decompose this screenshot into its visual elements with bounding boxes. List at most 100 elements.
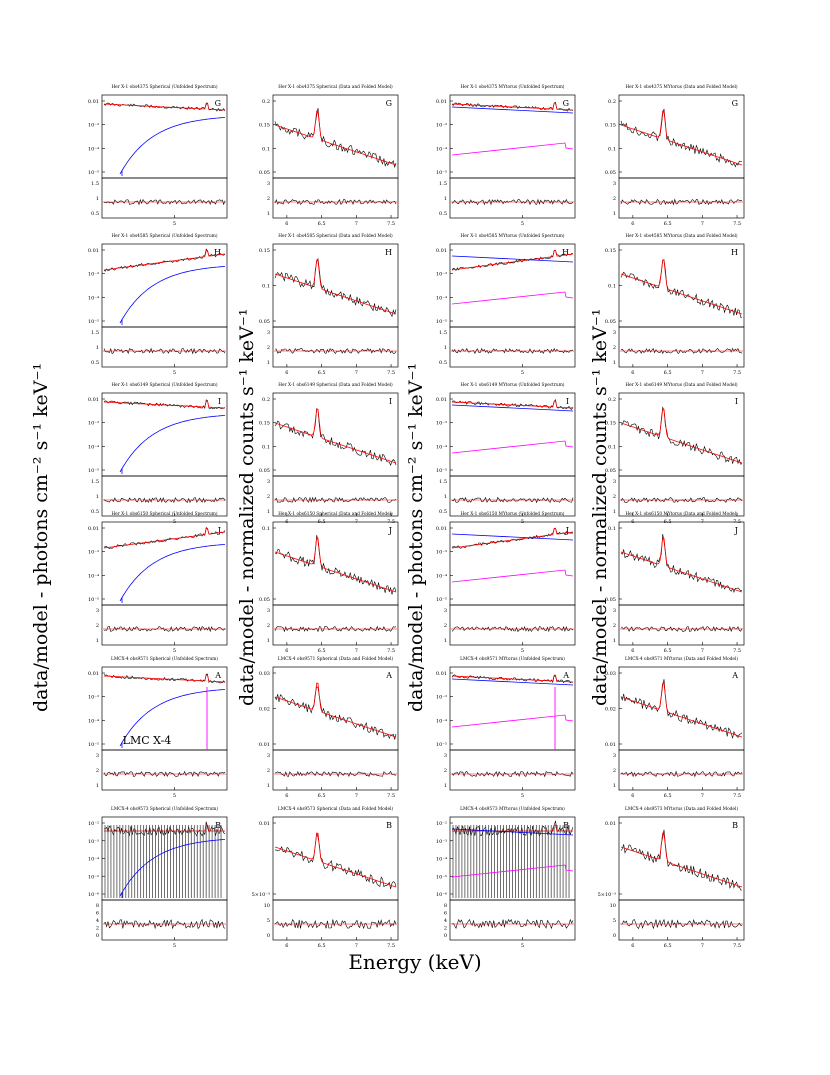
torus-scatter — [451, 828, 574, 836]
residual-tick-label: 0 — [613, 933, 616, 939]
y-tick-label: 10⁻⁶ — [436, 892, 447, 898]
torus-scatter — [451, 106, 574, 114]
panel-title: LMCX-4 obs9571 MYtorus (Data and Folded … — [625, 657, 738, 662]
panel-letter: H — [731, 248, 738, 257]
x-tick-label: 7 — [701, 648, 704, 654]
x-tick-label: 7.5 — [387, 793, 395, 799]
y-tick-label: 0.05 — [605, 468, 616, 474]
source-label: LMC X-4 — [123, 734, 172, 747]
residual-tick-label: 1 — [267, 638, 270, 644]
y-tick-label: 10⁻³ — [436, 421, 447, 427]
residual-tick-label: 0.5 — [91, 211, 99, 217]
y-tick-label: 10⁻⁴ — [436, 573, 447, 579]
y-tick-label: 0.05 — [605, 319, 616, 325]
residual-tick-label: 2 — [444, 768, 447, 774]
y-tick-label: 10⁻² — [436, 821, 447, 827]
residual-tick-label: 2 — [613, 345, 616, 351]
residual-series — [451, 626, 574, 633]
residual-tick-label: 1 — [444, 196, 447, 202]
scatter-component — [119, 117, 226, 175]
residual-tick-label: 1 — [267, 509, 270, 515]
y-tick-label: 0.01 — [88, 526, 99, 532]
data-series — [103, 526, 226, 549]
y-tick-label: 0.05 — [605, 597, 616, 603]
x-tick-label: 7 — [355, 793, 358, 799]
torus-scatter — [451, 255, 574, 263]
x-tick-label: 7 — [701, 370, 704, 376]
scatter-component — [119, 839, 226, 897]
y-tick-label: 0.01 — [605, 821, 616, 827]
residual-frame — [618, 899, 745, 941]
y-tick-label: 5×10⁻³ — [598, 892, 616, 898]
x-tick-label: 6 — [631, 370, 634, 376]
x-tick-label: 6.5 — [664, 793, 672, 799]
residual-tick-label: 8 — [444, 903, 447, 909]
residual-frame — [618, 326, 745, 368]
panel-J-3: Her X-1 obs6150 MYtorus (Unfolded Spectr… — [436, 512, 576, 654]
panel-letter: I — [566, 397, 569, 406]
panel-letter: B — [732, 821, 738, 830]
residual-tick-label: 0 — [267, 933, 270, 939]
residual-tick-label: 2 — [267, 196, 270, 202]
residual-tick-label: 0 — [444, 933, 447, 939]
residual-tick-label: 0.5 — [439, 360, 447, 366]
residual-tick-label: 10 — [610, 903, 616, 909]
y-tick-label: 0.1 — [608, 284, 616, 290]
panel-letter: G — [215, 99, 221, 108]
panel-title: Her X-1 obs6150 Spherical (Data and Fold… — [278, 512, 393, 517]
y-tick-label: 10⁻⁴ — [436, 295, 447, 301]
panel-B-2: LMCX-4 obs9573 Spherical (Data and Folde… — [252, 807, 399, 949]
y-tick-label: 0.02 — [259, 707, 270, 713]
residual-series — [103, 497, 226, 504]
y-tick-label: 10⁻⁵ — [88, 468, 99, 474]
y-tick-label: 0.1 — [262, 146, 270, 152]
residual-tick-label: 8 — [96, 903, 99, 909]
panel-title: Her X-1 obs4585 MYtorus (Data and Folded… — [625, 234, 738, 239]
model-series — [451, 527, 574, 549]
panel-title: Her X-1 obs4375 Spherical (Unfolded Spec… — [111, 85, 217, 90]
panel-title: Her X-1 obs4585 Spherical (Data and Fold… — [278, 234, 393, 239]
residual-frame — [272, 749, 399, 791]
x-tick-label: 7 — [355, 221, 358, 227]
residual-series — [451, 918, 574, 930]
torus-scatter — [451, 533, 574, 541]
y-tick-label: 0.2 — [608, 99, 616, 105]
x-tick-label: 6.5 — [318, 943, 326, 949]
y-tick-label: 10⁻³ — [88, 695, 99, 701]
model-series — [274, 832, 397, 888]
main-frame — [618, 816, 745, 901]
residual-frame — [101, 177, 228, 219]
y-tick-label: 10⁻³ — [88, 839, 99, 845]
panel-H-1: Her X-1 obs4585 Spherical (Unfolded Spec… — [88, 234, 228, 376]
panel-title: LMCX-4 obs9571 MYtorus (Unfolded Spectru… — [460, 657, 565, 662]
y-tick-label: 0.15 — [605, 123, 616, 129]
residual-tick-label: 1 — [96, 783, 99, 789]
y-tick-label: 0.01 — [436, 526, 447, 532]
residual-frame — [272, 475, 399, 517]
panel-H-4: Her X-1 obs4585 MYtorus (Data and Folded… — [605, 234, 745, 376]
x-tick-label: 6.5 — [664, 370, 672, 376]
panel-G-4: Her X-1 obs4375 MYtorus (Data and Folded… — [605, 85, 745, 227]
residual-tick-label: 1 — [613, 360, 616, 366]
y-tick-label: 10⁻⁵ — [88, 597, 99, 603]
x-tick-label: 7.5 — [733, 370, 741, 376]
model-series — [451, 249, 574, 271]
panel-title: Her X-1 obs6150 Spherical (Unfolded Spec… — [111, 512, 217, 517]
scatter-component — [119, 544, 226, 602]
y-tick-label: 0.01 — [436, 99, 447, 105]
residual-tick-label: 3 — [267, 330, 270, 336]
panel-I-4: Her X-1 obs6149 MYtorus (Data and Folded… — [605, 383, 745, 525]
model-series — [620, 110, 743, 166]
residual-frame — [101, 749, 228, 791]
x-tick-label: 5 — [521, 793, 524, 799]
y-tick-label: 0.15 — [259, 248, 270, 254]
panel-letter: A — [385, 671, 392, 680]
panel-B-3: LMCX-4 obs9573 MYtorus (Unfolded Spectru… — [436, 807, 576, 949]
model-series — [620, 259, 743, 315]
panel-letter: H — [385, 248, 392, 257]
y-tick-label: 10⁻⁵ — [88, 170, 99, 176]
panel-B-1: LMCX-4 obs9573 Spherical (Unfolded Spect… — [88, 807, 228, 949]
residual-frame — [449, 899, 576, 941]
residual-tick-label: 0.5 — [91, 509, 99, 515]
